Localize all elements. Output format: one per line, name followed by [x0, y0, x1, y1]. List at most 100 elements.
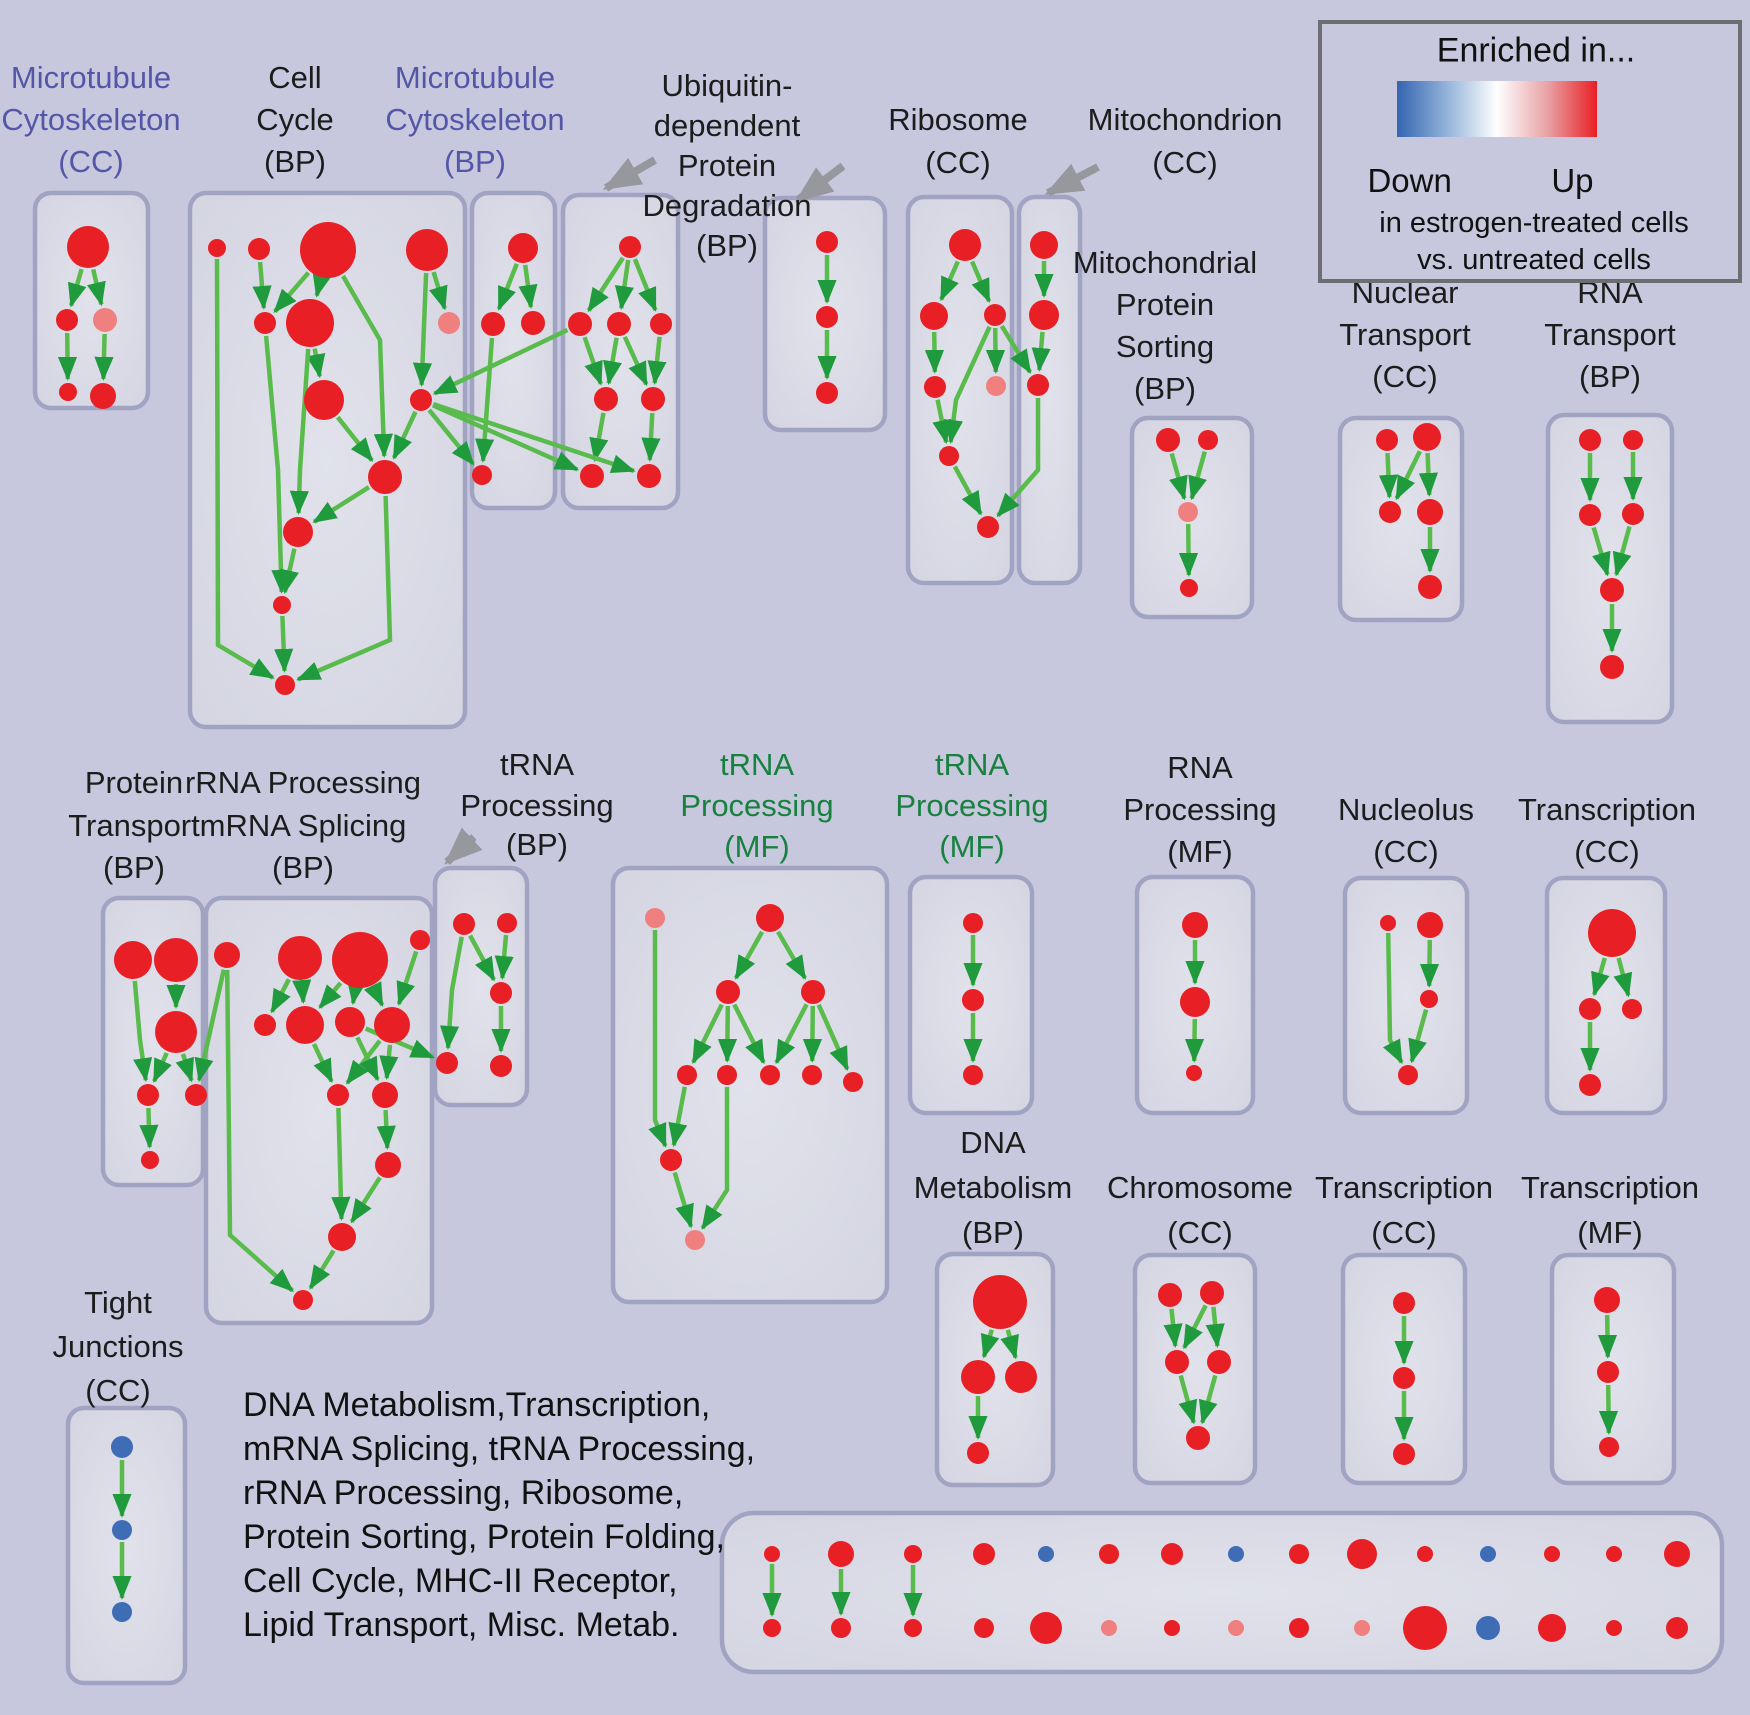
- enrichment-edge: [733, 930, 765, 980]
- group-label-cell-cycle: Cell: [268, 60, 321, 95]
- enrichment-edge: [1591, 957, 1610, 997]
- go-term-node-red: [568, 312, 592, 336]
- go-term-node-red: [650, 313, 672, 335]
- enrichment-edge: [1394, 450, 1422, 501]
- go-term-node-red: [1030, 231, 1058, 259]
- enrichment-edge: [589, 412, 609, 463]
- go-term-node-red: [410, 389, 432, 411]
- enrichment-edge: [647, 336, 667, 386]
- go-term-node-red: [816, 306, 838, 328]
- go-term-node-red: [763, 1619, 781, 1637]
- go-term-node-red: [1393, 1443, 1415, 1465]
- go-term-node-red: [90, 383, 116, 409]
- go-term-node-red: [1380, 915, 1396, 931]
- go-term-node-red: [1182, 912, 1208, 938]
- group-label-chromosome: (CC): [1167, 1215, 1232, 1250]
- enrichment-edge: [432, 327, 569, 396]
- go-term-node-red: [580, 464, 604, 488]
- group-label-cell-cycle: Cycle: [256, 102, 334, 137]
- group-box-microtubule-cc: [32, 190, 151, 411]
- group-label-transcription-cc-upper: Transcription: [1518, 792, 1696, 827]
- enrichment-edge: [363, 981, 385, 1008]
- enrichment-edge: [943, 325, 992, 445]
- enrichment-edge: [1597, 1314, 1618, 1359]
- go-term-node-red: [1198, 430, 1218, 450]
- group-label-ubiquitin-degradation-1: Protein: [678, 148, 776, 183]
- go-term-node-red: [1599, 1437, 1619, 1457]
- go-term-node-red: [607, 312, 631, 336]
- go-term-node-red: [939, 446, 959, 466]
- group-label-ribosome-cc: (CC): [925, 145, 990, 180]
- enrichment-edge: [475, 337, 495, 463]
- go-term-node-red: [816, 382, 838, 404]
- go-term-node-red: [802, 1065, 822, 1085]
- group-label-microtubule-bp: (BP): [444, 144, 506, 179]
- go-term-node-red: [920, 302, 948, 330]
- go-term-node-blue: [1038, 1546, 1054, 1562]
- go-term-node-red: [248, 238, 270, 260]
- group-label-trna-processing-mf-small: (MF): [939, 829, 1004, 864]
- group-label-protein-transport: (BP): [103, 850, 165, 885]
- go-term-node-red: [1417, 912, 1443, 938]
- go-term-node-blue: [112, 1602, 132, 1622]
- go-term-node-red: [1289, 1618, 1309, 1638]
- enrichment-edge: [776, 930, 807, 980]
- group-label-tight-junctions: Junctions: [53, 1329, 184, 1364]
- go-term-node-red: [304, 380, 344, 420]
- enrichment-edge: [432, 401, 636, 474]
- go-term-node-pink: [1354, 1620, 1370, 1636]
- go-term-node-red: [1393, 1292, 1415, 1314]
- enrichment-edge: [1408, 1008, 1429, 1064]
- enrichment-edge: [985, 327, 1006, 374]
- enrichment-edge: [439, 936, 464, 1050]
- enrichment-edge: [1419, 939, 1440, 988]
- go-term-node-red: [1606, 1620, 1622, 1636]
- enrichment-edge: [269, 978, 291, 1014]
- group-label-ubiquitin-degradation-1: Ubiquitin-: [662, 68, 793, 103]
- enrichment-edge: [396, 950, 419, 1006]
- group-label-microtubule-bp: Microtubule: [395, 60, 555, 95]
- group-label-microtubule-cc: (CC): [58, 144, 123, 179]
- go-term-node-red: [1597, 1361, 1619, 1383]
- enrichment-edge: [429, 271, 448, 311]
- go-term-node-red: [1030, 1612, 1062, 1644]
- enrichment-edge: [308, 1249, 336, 1290]
- enrichment-edge: [1382, 932, 1404, 1065]
- enrichment-edge: [87, 268, 106, 307]
- go-term-node-red: [831, 1618, 851, 1638]
- go-term-node-red: [67, 226, 109, 268]
- enrichment-edge: [341, 274, 393, 458]
- go-term-node-red: [1180, 579, 1198, 597]
- group-label-rrna-mrna: rRNA Processing: [185, 765, 421, 800]
- enrichment-edge: [311, 1043, 334, 1084]
- label-pointer-arrow: [1044, 163, 1100, 197]
- go-term-node-red: [490, 982, 512, 1004]
- go-term-node-red: [300, 222, 356, 278]
- go-term-node-red: [275, 675, 295, 695]
- enrichment-edge: [1000, 1329, 1019, 1360]
- enrichment-edge: [349, 1176, 382, 1224]
- enrichment-edge: [496, 262, 519, 311]
- group-label-transcription-cc-upper: (CC): [1574, 834, 1639, 869]
- go-term-node-red: [1420, 990, 1438, 1008]
- group-label-ubiquitin-degradation-1: Degradation: [643, 188, 812, 223]
- go-term-node-red: [214, 942, 240, 968]
- legend-up-label: Up: [1551, 162, 1594, 199]
- go-term-node-red: [332, 932, 388, 988]
- enrichment-edge: [1184, 1018, 1205, 1063]
- go-term-node-red: [963, 1065, 983, 1085]
- go-term-node-red: [756, 904, 784, 932]
- go-term-node-red: [1579, 504, 1601, 526]
- go-term-node-red: [1579, 1074, 1601, 1096]
- enrichment-edge: [312, 272, 332, 298]
- legend-subtitle-line1: in estrogen-treated cells: [1379, 207, 1689, 239]
- enrichment-edge: [717, 1005, 738, 1063]
- enrichment-edge: [1169, 452, 1188, 501]
- enrichment-edge: [1598, 1384, 1619, 1435]
- go-term-node-pink: [1178, 502, 1198, 522]
- go-term-node-blue: [112, 1520, 132, 1540]
- go-term-node-red: [472, 465, 492, 485]
- enrichment-edge: [94, 333, 114, 381]
- go-term-node-pink: [986, 376, 1006, 396]
- go-term-node-red: [828, 1541, 854, 1567]
